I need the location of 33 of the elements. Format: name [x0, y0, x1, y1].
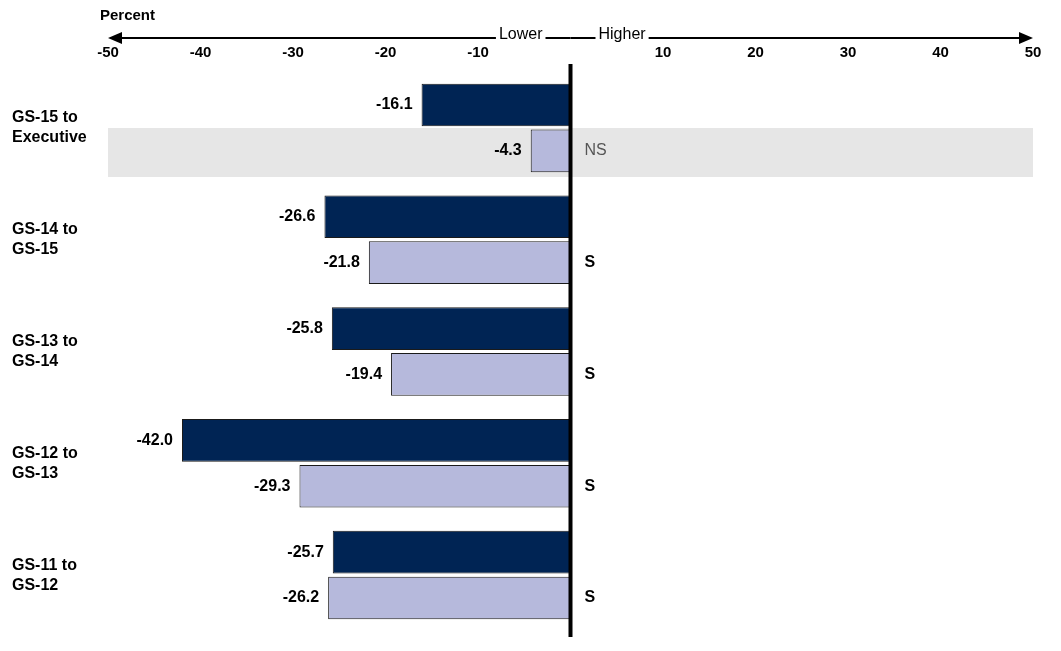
data-label: -26.2 [282, 588, 320, 606]
data-label: -26.6 [278, 207, 316, 225]
x-tick-label: -10 [467, 43, 489, 61]
x-tick-label: -50 [97, 43, 119, 61]
data-label: -29.3 [254, 476, 291, 494]
data-label: -4.3 [494, 141, 522, 159]
x-tick-label: 20 [747, 43, 764, 61]
y-tick-label: GS-11 to GS-12 [12, 555, 78, 593]
y-tick-label: GS-12 to GS-13 [12, 443, 79, 481]
x-tick-label: -20 [374, 43, 397, 61]
data-label: -21.8 [323, 253, 360, 271]
annotation: S [584, 364, 596, 382]
annotation: S [584, 588, 596, 606]
data-label: -19.4 [345, 364, 383, 382]
y-tick-label: GS-14 to GS-15 [12, 220, 79, 258]
x-tick-label: -40 [189, 43, 212, 61]
text: Lower [498, 25, 544, 43]
x-tick-label: 10 [654, 43, 672, 61]
x-tick-label: 30 [839, 43, 857, 61]
x-tick-label: 50 [1024, 43, 1042, 61]
x-tick-label: 40 [932, 43, 949, 61]
y-tick-label: GS-13 to GS-14 [12, 331, 79, 369]
data-label: -16.1 [376, 95, 413, 113]
text: Higher [598, 25, 647, 43]
data-label: -25.8 [286, 318, 323, 336]
y-tick-label: GS-15 to Executive [12, 108, 87, 146]
data-label: -42.0 [136, 430, 174, 448]
annotation: S [584, 476, 596, 494]
x-axis-title: Percent [100, 6, 156, 24]
annotation: NS [584, 141, 607, 159]
annotation: S [584, 253, 596, 271]
x-tick-label: -30 [282, 43, 304, 61]
data-label: -25.7 [287, 542, 324, 560]
